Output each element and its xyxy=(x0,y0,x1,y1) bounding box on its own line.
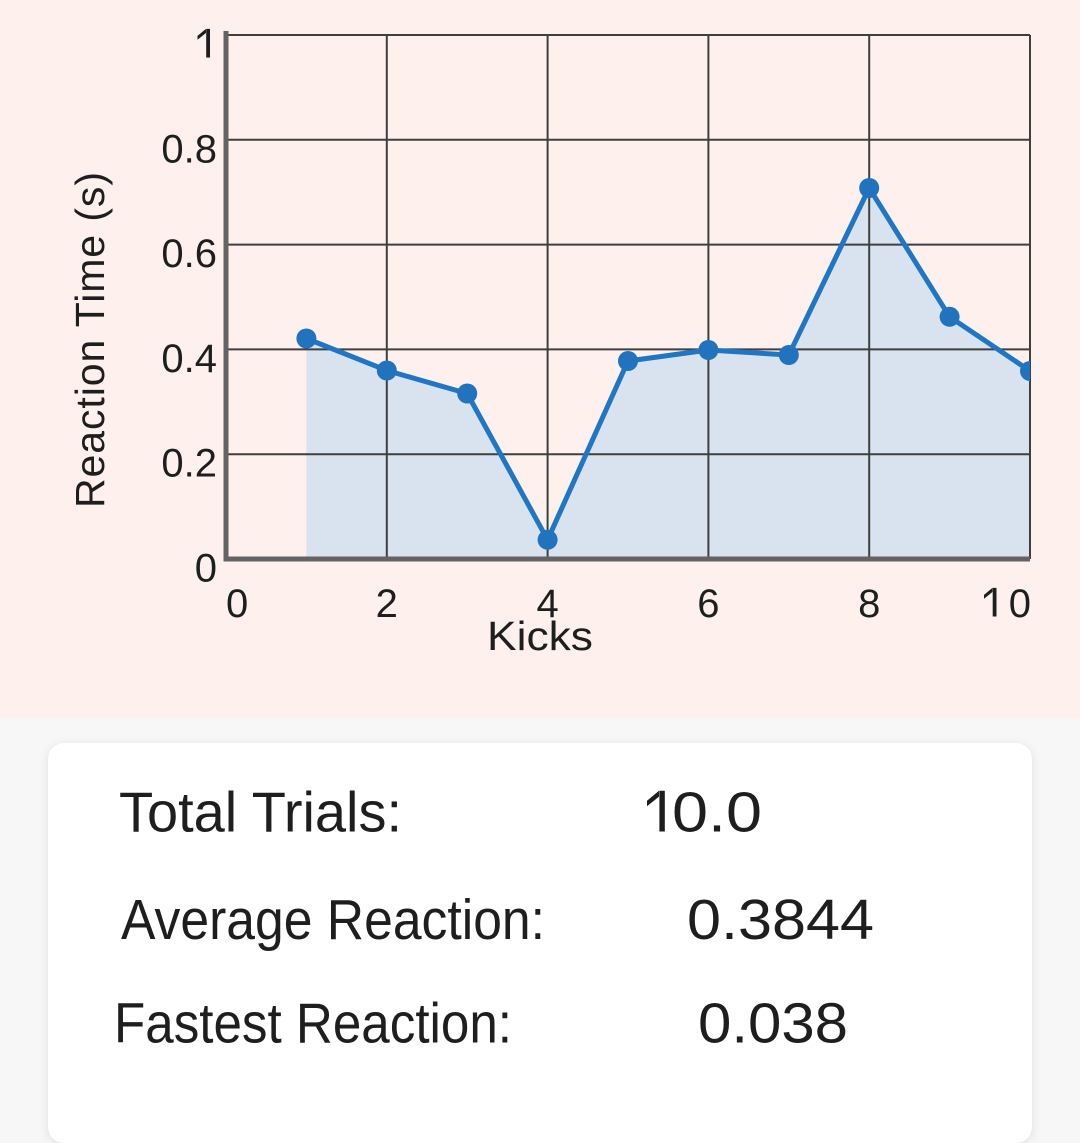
svg-text:Kicks: Kicks xyxy=(487,613,593,659)
svg-text:Reaction Time (s): Reaction Time (s) xyxy=(67,172,113,508)
svg-text:0.2: 0.2 xyxy=(161,442,217,486)
svg-text:Total Trials:: Total Trials: xyxy=(119,781,402,845)
svg-text:Fastest Reaction:: Fastest Reaction: xyxy=(114,992,512,1056)
svg-text:8: 8 xyxy=(858,582,880,626)
svg-text:6: 6 xyxy=(697,582,719,626)
svg-text:0.4: 0.4 xyxy=(161,337,217,381)
svg-text:4: 4 xyxy=(536,582,558,626)
svg-text:0.3844: 0.3844 xyxy=(687,888,874,952)
svg-text:0.038: 0.038 xyxy=(698,992,848,1056)
svg-text:2: 2 xyxy=(376,582,398,626)
svg-text:0: 0 xyxy=(1009,582,1031,626)
svg-text:0: 0 xyxy=(226,582,248,626)
svg-text:0.6: 0.6 xyxy=(161,232,217,276)
svg-text:0.8: 0.8 xyxy=(161,127,217,171)
svg-text:0: 0 xyxy=(195,547,217,591)
svg-text:0.0: 0.0 xyxy=(672,781,762,845)
svg-text:Average Reaction:: Average Reaction: xyxy=(121,888,545,952)
